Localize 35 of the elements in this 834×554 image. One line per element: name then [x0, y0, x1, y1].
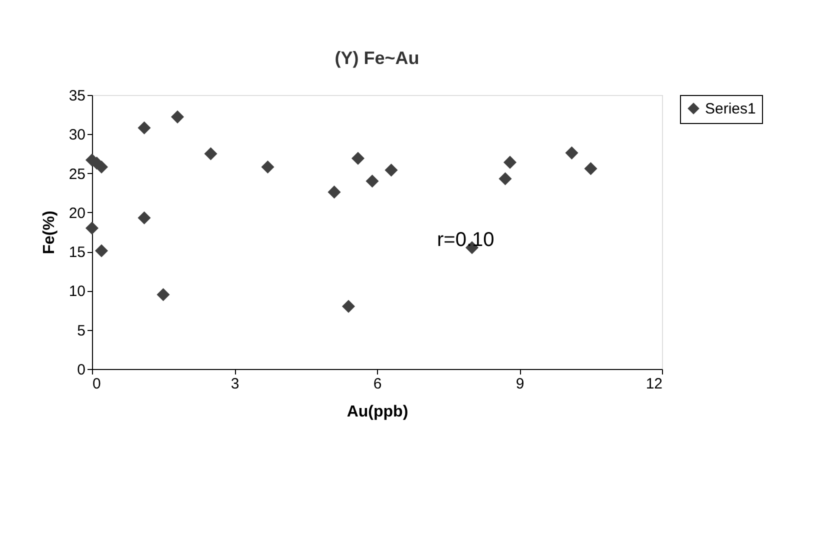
legend-label: Series1 [705, 100, 756, 118]
x-tick-label: 12 [646, 376, 662, 392]
y-tick-label: 5 [77, 322, 86, 340]
y-tick-label: 25 [68, 166, 86, 183]
point [503, 156, 517, 169]
y-tick-label: 10 [68, 283, 86, 300]
point [342, 300, 356, 313]
y-axis-title: Fe(%) [40, 210, 58, 254]
y-tick-label: 20 [68, 204, 86, 222]
y-tick-label: 0 [77, 362, 86, 378]
x-tick-label: 3 [230, 376, 240, 392]
point [170, 110, 184, 124]
y-tick-label: 35 [68, 88, 86, 104]
x-tick-label: 6 [373, 376, 382, 392]
x-tick-label: 0 [92, 376, 101, 392]
point [138, 121, 151, 134]
y-tick-label: 30 [68, 126, 86, 144]
point [138, 211, 151, 224]
annotation: r=0.10 [437, 229, 494, 251]
point [156, 288, 170, 302]
point [384, 164, 398, 177]
point [498, 172, 512, 186]
y-tick-label: 15 [68, 244, 86, 262]
point [261, 160, 274, 174]
point [366, 174, 379, 188]
point [204, 147, 218, 160]
x-tick-label: 9 [516, 376, 524, 392]
point [584, 162, 598, 176]
point [85, 222, 99, 235]
x-axis-title: Au(ppb) [346, 404, 408, 420]
point [94, 244, 108, 258]
point [351, 152, 365, 165]
chart-title: (Y) Fe~Au [334, 48, 420, 68]
point [328, 186, 341, 199]
point [565, 146, 578, 160]
